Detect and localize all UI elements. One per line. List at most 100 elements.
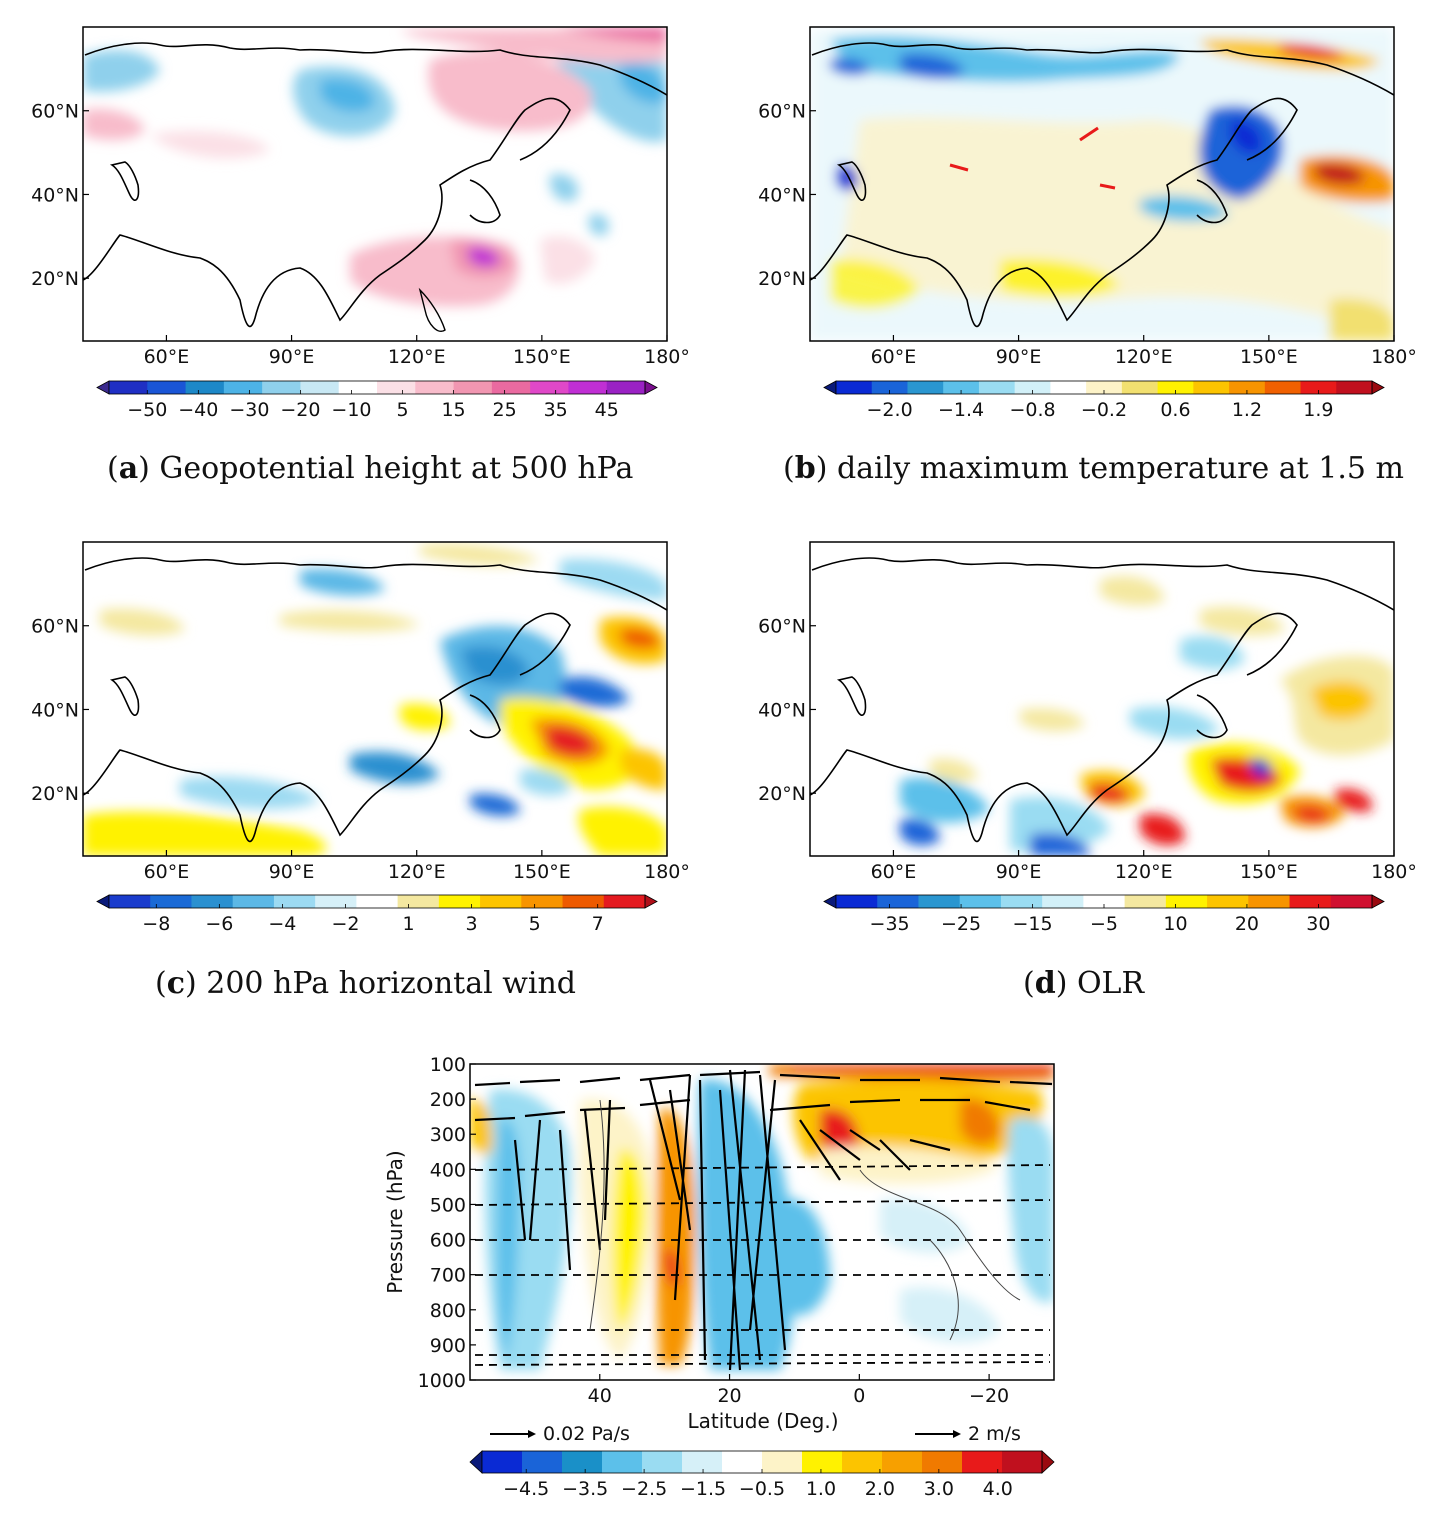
caption-d-letter: d bbox=[1034, 966, 1056, 1001]
colorbar-c-swatch bbox=[438, 895, 481, 908]
caption-a-letter: a bbox=[118, 451, 139, 486]
panel-d-ytick-label: 60°N bbox=[758, 616, 806, 638]
colorbar-b-swatch bbox=[1121, 381, 1159, 394]
colorbar-e-swatch bbox=[522, 1451, 563, 1473]
colorbar-a-swatch bbox=[453, 381, 493, 394]
panel-e-xlabel: Latitude (Deg.) bbox=[687, 1409, 838, 1433]
colorbar-b-label: −0.8 bbox=[1009, 399, 1055, 421]
panel-e-ylabel: Pressure (hPa) bbox=[383, 1150, 407, 1293]
colorbar-b-swatch bbox=[1229, 381, 1266, 394]
colorbar-d-swatch bbox=[1083, 895, 1126, 908]
panel-b-ytick-label: 40°N bbox=[758, 184, 806, 206]
colorbar-a-label: −40 bbox=[178, 399, 218, 421]
panel-b-ytick-label: 60°N bbox=[758, 101, 806, 123]
colorbar-e-swatch bbox=[722, 1451, 763, 1473]
colorbar-a-label: 25 bbox=[493, 399, 517, 421]
colorbar-a-max-extend bbox=[644, 380, 658, 395]
colorbar-b-label: −2.0 bbox=[867, 399, 913, 421]
panel-b-colorbar: −2.0 −1.4 −0.8 −0.2 0.6 1.2 1.9 bbox=[823, 380, 1385, 421]
panel-e-xtick-label: 0 bbox=[853, 1385, 865, 1407]
panel-a-field bbox=[83, 27, 667, 341]
colorbar-c-swatch bbox=[150, 895, 192, 908]
colorbar-a-swatch bbox=[223, 381, 263, 394]
colorbar-b-swatch bbox=[871, 381, 908, 394]
colorbar-d-label: 20 bbox=[1235, 913, 1259, 935]
colorbar-e-swatch bbox=[962, 1451, 1003, 1473]
colorbar-c-swatch bbox=[397, 895, 440, 908]
caption-b-text: daily maximum temperature at 1.5 m bbox=[836, 451, 1404, 486]
panel-d: 60°E 90°E 120°E 150°E 180° 60°N40°N20°N −35−… bbox=[758, 541, 1417, 935]
panel-d-frame bbox=[809, 541, 1395, 857]
panel-a-xtick-label: 90°E bbox=[269, 346, 315, 368]
colorbar-d-label: −35 bbox=[870, 913, 910, 935]
panel-e-xtick-label: −20 bbox=[969, 1385, 1009, 1407]
colorbar-c-swatch bbox=[603, 895, 646, 908]
vector-key-wind-label: 2 m/s bbox=[968, 1423, 1021, 1445]
colorbar-a-min-extend bbox=[96, 380, 110, 395]
colorbar-a-swatch bbox=[530, 381, 569, 394]
panel-c-frame bbox=[82, 541, 668, 857]
panel-b: 60°E 90°E 120°E 150°E 180° 60°N 40°N 20°N −2.0… bbox=[758, 26, 1417, 421]
colorbar-d-swatch bbox=[836, 895, 878, 908]
colorbar-e-label: −3.5 bbox=[562, 1478, 608, 1500]
colorbar-d-swatch bbox=[918, 895, 961, 908]
colorbar-d-swatch bbox=[1042, 895, 1084, 908]
colorbar-a-label: 45 bbox=[595, 399, 619, 421]
panel-d-yticks: 60°N 40°N 20°N bbox=[758, 616, 816, 805]
panel-a-xtick-label: 150°E bbox=[513, 346, 571, 368]
colorbar-b-swatch bbox=[943, 381, 980, 394]
colorbar-e-swatch bbox=[802, 1451, 843, 1473]
panel-b-xtick-label: 150°E bbox=[1240, 346, 1298, 368]
panel-d-colorbar: −35 −25 −15 −5 10 20 30 bbox=[823, 894, 1385, 935]
colorbar-a-label: 15 bbox=[441, 399, 465, 421]
colorbar-b-max-extend bbox=[1371, 380, 1385, 395]
caption-c-letter: c bbox=[166, 966, 185, 1001]
panel-d-ytick-label: 40°N bbox=[758, 699, 806, 721]
colorbar-a-label: −30 bbox=[229, 399, 269, 421]
colorbar-a-swatch bbox=[147, 381, 187, 394]
colorbar-a-swatch bbox=[377, 381, 416, 394]
panel-b-field bbox=[810, 27, 1394, 341]
caption-d: (d) OLR bbox=[1023, 966, 1145, 1001]
colorbar-e-swatch bbox=[642, 1451, 683, 1473]
caption-b-letter: b bbox=[794, 451, 816, 486]
panel-a: 60°E 90°E 120°E 150°E 180° 60°N40°N20°N −50−… bbox=[31, 26, 690, 421]
colorbar-e-label: 4.0 bbox=[983, 1478, 1013, 1500]
panel-a-colorbar: −50 −40 −30 −20 −10 5 15 25 35 45 bbox=[96, 380, 658, 421]
panel-c-field bbox=[83, 542, 667, 856]
colorbar-a-swatch bbox=[300, 381, 340, 394]
colorbar-a-swatch bbox=[606, 381, 646, 394]
vector-key-wind: 2 m/s bbox=[915, 1423, 1021, 1445]
colorbar-d-swatch bbox=[1207, 895, 1249, 908]
panel-e-ytick-label: 800 bbox=[430, 1300, 466, 1322]
panel-e-ytick-label: 900 bbox=[430, 1335, 466, 1357]
colorbar-d-swatch bbox=[959, 895, 1002, 908]
panel-b-frame bbox=[809, 26, 1395, 342]
colorbar-e-label: 2.0 bbox=[865, 1478, 895, 1500]
colorbar-d-swatch bbox=[1289, 895, 1332, 908]
colorbar-c-swatch bbox=[191, 895, 234, 908]
panel-b-xtick-label: 180° bbox=[1371, 346, 1417, 368]
colorbar-b-swatch bbox=[836, 381, 873, 394]
panel-e-ytick-label: 600 bbox=[430, 1230, 466, 1252]
panel-d-xtick-label: 120°E bbox=[1115, 861, 1173, 883]
colorbar-c-swatch bbox=[562, 895, 605, 908]
panel-b-yticks: 60°N 40°N 20°N bbox=[758, 101, 816, 290]
colorbar-b-swatch bbox=[907, 381, 944, 394]
colorbar-a-swatch bbox=[491, 381, 531, 394]
panel-b-xticks: 60°E 90°E 120°E 150°E 180° bbox=[871, 335, 1417, 368]
colorbar-d-swatch bbox=[1165, 895, 1208, 908]
colorbar-e-swatch bbox=[562, 1451, 603, 1473]
panel-e: 40 20 0 −20 1002003004005006007008009001000… bbox=[383, 1054, 1055, 1500]
panel-a-ytick-label: 60°N bbox=[31, 101, 79, 123]
panel-a-xticks: 60°E 90°E 120°E 150°E 180° bbox=[144, 335, 690, 368]
colorbar-c-outline bbox=[108, 894, 646, 909]
colorbar-e-label: −1.5 bbox=[680, 1478, 726, 1500]
panel-d-xtick-label: 90°E bbox=[996, 861, 1042, 883]
panel-b-xtick-label: 60°E bbox=[871, 346, 917, 368]
colorbar-e-swatch bbox=[1002, 1451, 1043, 1473]
colorbar-b-swatch bbox=[978, 381, 1016, 394]
colorbar-e-label: 1.0 bbox=[806, 1478, 836, 1500]
panel-e-yticks: 100 200 300 400 500 600 700 800 900 1000 bbox=[418, 1054, 476, 1392]
panel-c-colorbar: −8 −6 −4 −2 1 3 5 7 bbox=[96, 894, 658, 935]
